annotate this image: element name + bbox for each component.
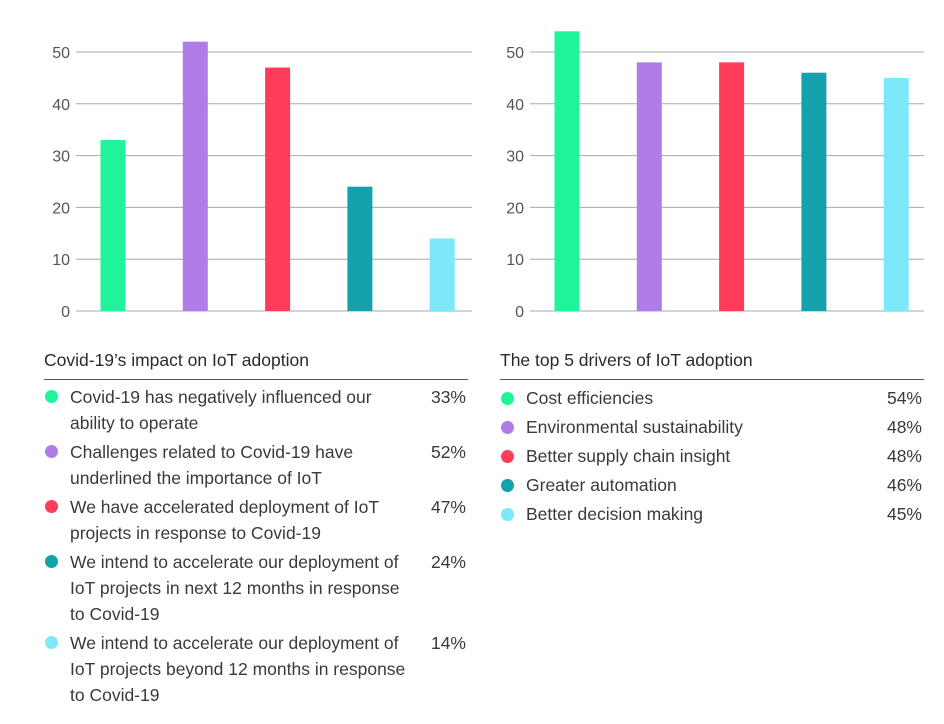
legend-label: Better supply chain insight: [526, 446, 731, 466]
legend-value: 47%: [430, 497, 466, 517]
chart-left-bar: [429, 238, 455, 311]
chart-right-legend-item: Better supply chain insight 48%: [500, 442, 924, 471]
legend-value: 45%: [886, 504, 922, 524]
legend-label: Covid-19 has negatively influenced our a…: [70, 387, 372, 433]
legend-swatch-icon: [45, 555, 58, 568]
chart-left-bar: [265, 67, 291, 311]
legend-swatch-icon: [501, 421, 514, 434]
chart-right-legend-item: Better decision making 45%: [500, 500, 924, 529]
chart-left-plot: 0 10 20 30 40 50: [52, 41, 472, 321]
legend-value: 52%: [430, 442, 466, 462]
chart-left-bar: [100, 140, 126, 311]
legend-value: 54%: [886, 388, 922, 408]
chart-left-y-tick-label: 20: [52, 200, 70, 217]
legend-value: 48%: [886, 417, 922, 437]
legend-swatch-icon: [45, 636, 58, 649]
legend-value: 24%: [430, 552, 466, 572]
legend-label: Better decision making: [526, 504, 704, 524]
legend-label: Cost efficiencies: [526, 388, 654, 408]
legend-label: We have accelerated deployment of IoT pr…: [70, 497, 379, 543]
legend-swatch-icon: [45, 500, 58, 513]
chart-left-legend-item: We intend to accelerate our deployment o…: [44, 549, 468, 627]
legend-value: 14%: [430, 633, 466, 653]
legend-swatch-icon: [501, 479, 514, 492]
chart-right-bar: [801, 72, 827, 311]
chart-left-bar: [347, 186, 373, 311]
chart-left-y-tick-label: 10: [52, 252, 70, 269]
chart-right-y-tick-label: 50: [506, 45, 524, 62]
legend-label: Challenges related to Covid-19 have unde…: [70, 442, 354, 488]
legend-swatch-icon: [501, 450, 514, 463]
chart-right-bar: [719, 62, 745, 311]
chart-left-title: Covid-19’s impact on IoT adoption: [44, 350, 468, 380]
chart-right-legend: The top 5 drivers of IoT adoption Cost e…: [500, 350, 924, 529]
chart-right-y-tick-label: 20: [506, 200, 524, 217]
chart-right-y-tick-label: 10: [506, 252, 524, 269]
chart-left-y-tick-label: 30: [52, 149, 70, 166]
legend-label: Greater automation: [526, 475, 677, 495]
chart-right-bar: [636, 62, 662, 311]
chart-right-y-tick-label: 30: [506, 149, 524, 166]
legend-value: 48%: [886, 446, 922, 466]
legend-swatch-icon: [501, 392, 514, 405]
chart-right-bar: [883, 77, 909, 312]
chart-left-y-tick-label: 40: [52, 97, 70, 114]
chart-left-y-tick-label: 50: [52, 45, 70, 62]
chart-right-legend-item: Greater automation 46%: [500, 471, 924, 500]
chart-right-legend-item: Environmental sustainability 48%: [500, 413, 924, 442]
chart-right-title: The top 5 drivers of IoT adoption: [500, 350, 924, 380]
chart-left-legend-item: We have accelerated deployment of IoT pr…: [44, 494, 468, 546]
legend-label: We intend to accelerate our deployment o…: [70, 552, 400, 624]
legend-swatch-icon: [45, 445, 58, 458]
chart-right-y-tick-label: 0: [515, 304, 524, 321]
chart-right-legend-item: Cost efficiencies 54%: [500, 384, 924, 413]
legend-label: We intend to accelerate our deployment o…: [70, 633, 406, 705]
chart-left-bar: [182, 41, 208, 311]
chart-left-legend-item: Covid-19 has negatively influenced our a…: [44, 384, 468, 436]
chart-left-y-tick-label: 0: [61, 304, 70, 321]
legend-value: 33%: [430, 387, 466, 407]
legend-label: Environmental sustainability: [526, 417, 743, 437]
chart-left-legend-item: Challenges related to Covid-19 have unde…: [44, 439, 468, 491]
chart-left-legend-item: We intend to accelerate our deployment o…: [44, 630, 468, 708]
legend-swatch-icon: [45, 390, 58, 403]
chart-left-legend: Covid-19’s impact on IoT adoption Covid-…: [44, 350, 468, 711]
chart-right-bar: [554, 31, 580, 312]
legend-swatch-icon: [501, 508, 514, 521]
chart-right-y-tick-label: 40: [506, 97, 524, 114]
legend-value: 46%: [886, 475, 922, 495]
chart-right-plot: 0 10 20 30 40 50: [506, 31, 924, 321]
